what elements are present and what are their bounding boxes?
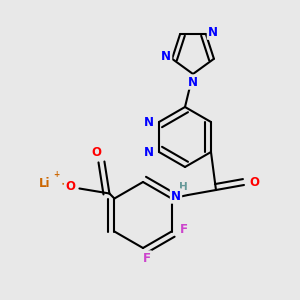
Text: F: F <box>180 223 188 236</box>
Text: N: N <box>171 190 181 202</box>
Text: N: N <box>161 50 171 63</box>
Text: O: O <box>249 176 259 188</box>
Text: N: N <box>188 76 198 88</box>
Text: N: N <box>144 146 154 158</box>
Text: Li: Li <box>39 177 50 190</box>
Text: N: N <box>144 116 154 128</box>
Text: O: O <box>65 180 75 193</box>
Text: +: + <box>53 170 59 179</box>
Text: F: F <box>143 251 151 265</box>
Text: N: N <box>208 26 218 39</box>
Text: H: H <box>178 182 188 192</box>
Text: O: O <box>92 146 101 159</box>
